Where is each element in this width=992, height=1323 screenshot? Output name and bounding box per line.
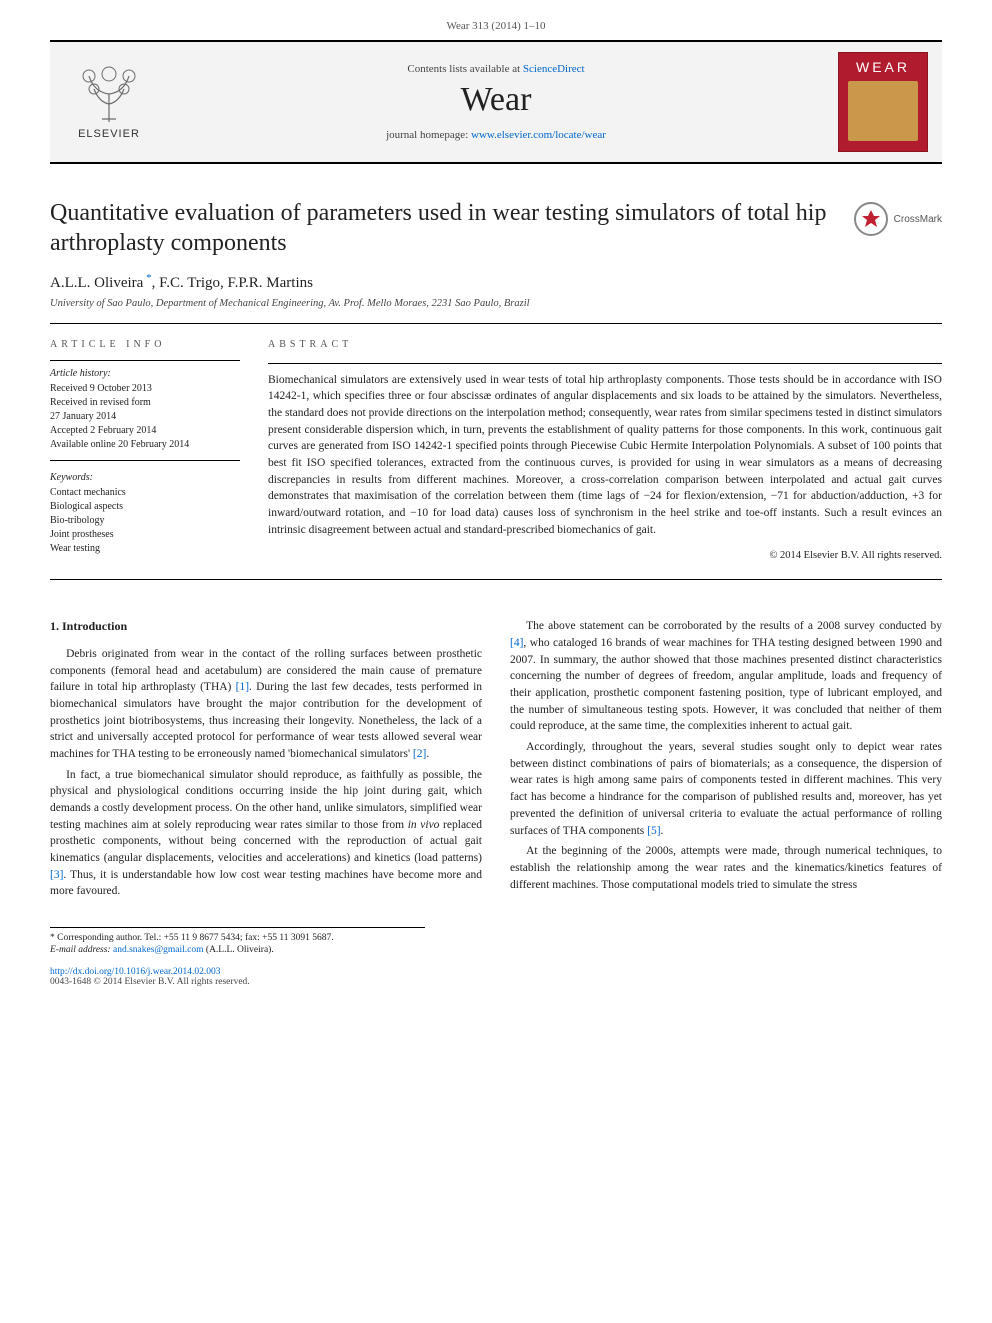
body-text: 1. Introduction Debris originated from w…	[50, 618, 942, 900]
rule	[50, 323, 942, 324]
history-line: Available online 20 February 2014	[50, 438, 240, 452]
article-info-heading: ARTICLE INFO	[50, 338, 240, 352]
keyword: Bio-tribology	[50, 514, 240, 528]
keyword: Contact mechanics	[50, 486, 240, 500]
paragraph: The above statement can be corroborated …	[510, 618, 942, 735]
contents-prefix: Contents lists available at	[407, 63, 522, 75]
author-list: A.L.L. Oliveira *, F.C. Trigo, F.P.R. Ma…	[50, 272, 942, 292]
history-line: 27 January 2014	[50, 410, 240, 424]
cover-graphic	[848, 81, 918, 141]
keywords-label: Keywords:	[50, 471, 240, 485]
article-title: Quantitative evaluation of parameters us…	[50, 198, 834, 258]
ref-link[interactable]: [1]	[236, 681, 249, 693]
history-line: Received in revised form	[50, 396, 240, 410]
info-rule	[50, 460, 240, 461]
corresponding-marker: *	[143, 272, 151, 284]
paragraph: Accordingly, throughout the years, sever…	[510, 739, 942, 839]
article-info-column: ARTICLE INFO Article history: Received 9…	[50, 338, 240, 563]
keyword: Wear testing	[50, 542, 240, 556]
homepage-prefix: journal homepage:	[386, 129, 471, 141]
header-center: Contents lists available at ScienceDirec…	[168, 63, 824, 141]
email-label: E-mail address:	[50, 945, 113, 955]
keyword: Joint prostheses	[50, 528, 240, 542]
ref-link[interactable]: [2]	[413, 748, 426, 760]
footnotes: * Corresponding author. Tel.: +55 11 9 8…	[50, 932, 478, 958]
keyword: Biological aspects	[50, 500, 240, 514]
contents-available-line: Contents lists available at ScienceDirec…	[168, 63, 824, 75]
elsevier-logo: ELSEVIER	[64, 57, 154, 147]
publisher-name: ELSEVIER	[78, 128, 140, 140]
section-heading-intro: 1. Introduction	[50, 618, 482, 635]
doi-link[interactable]: http://dx.doi.org/10.1016/j.wear.2014.02…	[50, 967, 942, 977]
cover-title: WEAR	[856, 59, 910, 75]
homepage-link[interactable]: www.elsevier.com/locate/wear	[471, 129, 606, 141]
abstract-copyright: © 2014 Elsevier B.V. All rights reserved…	[268, 548, 942, 563]
crossmark-widget[interactable]: CrossMark	[854, 202, 942, 236]
history-line: Received 9 October 2013	[50, 382, 240, 396]
abstract-heading: ABSTRACT	[268, 338, 942, 353]
paragraph: At the beginning of the 2000s, attempts …	[510, 843, 942, 893]
paragraph: In fact, a true biomechanical simulator …	[50, 767, 482, 900]
journal-reference: Wear 313 (2014) 1–10	[50, 20, 942, 32]
paragraph: Debris originated from wear in the conta…	[50, 646, 482, 763]
journal-name: Wear	[168, 81, 824, 119]
ref-link[interactable]: [5]	[647, 825, 660, 837]
elsevier-tree-icon	[74, 64, 144, 126]
ref-link[interactable]: [3]	[50, 869, 63, 881]
abstract-rule	[268, 363, 942, 364]
affiliation: University of Sao Paulo, Department of M…	[50, 298, 942, 309]
sciencedirect-link[interactable]: ScienceDirect	[523, 63, 585, 75]
abstract-text: Biomechanical simulators are extensively…	[268, 372, 942, 539]
journal-homepage-line: journal homepage: www.elsevier.com/locat…	[168, 129, 824, 141]
crossmark-label: CrossMark	[894, 214, 942, 225]
footnote-rule	[50, 927, 425, 928]
email-line: E-mail address: and.snakes@gmail.com (A.…	[50, 944, 478, 957]
email-suffix: (A.L.L. Oliveira).	[204, 945, 274, 955]
journal-cover-thumbnail: WEAR	[838, 52, 928, 152]
corresponding-author-note: * Corresponding author. Tel.: +55 11 9 8…	[50, 932, 478, 945]
info-rule	[50, 360, 240, 361]
issn-copyright: 0043-1648 © 2014 Elsevier B.V. All right…	[50, 977, 942, 987]
ref-link[interactable]: [4]	[510, 637, 523, 649]
crossmark-icon	[854, 202, 888, 236]
author-email-link[interactable]: and.snakes@gmail.com	[113, 945, 204, 955]
history-label: Article history:	[50, 367, 240, 381]
abstract-column: ABSTRACT Biomechanical simulators are ex…	[268, 338, 942, 563]
journal-header: ELSEVIER Contents lists available at Sci…	[50, 40, 942, 164]
history-line: Accepted 2 February 2014	[50, 424, 240, 438]
